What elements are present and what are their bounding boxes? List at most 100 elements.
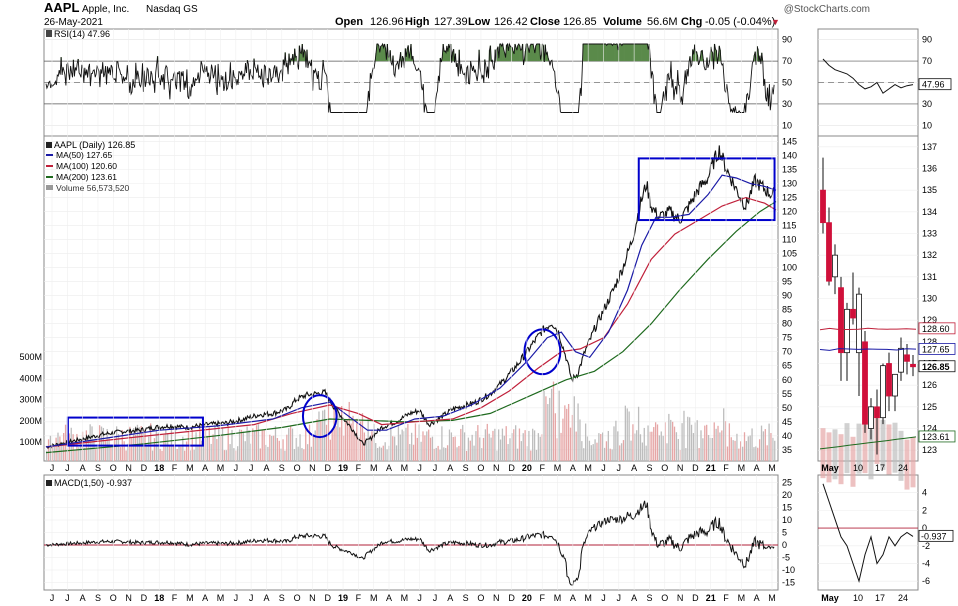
volume-bar xyxy=(95,449,97,461)
volume-bar xyxy=(212,434,214,461)
mini-candle-body xyxy=(862,341,868,425)
price-mini-tick-label: 123 xyxy=(922,445,937,455)
mini-volume-bar xyxy=(886,424,892,475)
volume-bar xyxy=(405,427,407,461)
rsi-tick-label: 10 xyxy=(782,120,792,130)
volume-bar xyxy=(645,445,647,461)
volume-tick-label: 300M xyxy=(19,395,42,405)
x-tick-label: A xyxy=(570,593,576,603)
x-tick-label: J xyxy=(617,593,622,603)
mini-volume-bar xyxy=(910,437,916,488)
x-tick-label: 19 xyxy=(338,593,348,603)
x-tick-label: F xyxy=(356,593,362,603)
volume-bar xyxy=(450,432,453,461)
price-tick-label: 120 xyxy=(782,207,797,217)
volume-bar xyxy=(286,434,288,461)
volume-bar xyxy=(445,447,447,461)
volume-bar xyxy=(269,434,271,461)
volume-bar xyxy=(254,430,256,461)
volume-bar xyxy=(284,450,286,461)
high-label: High xyxy=(405,16,430,28)
x-tick-label: A xyxy=(386,593,392,603)
volume-bar xyxy=(530,450,532,461)
volume-bar xyxy=(356,418,358,461)
volume-bar xyxy=(619,445,621,461)
price-tick-label: 145 xyxy=(782,137,797,147)
volume-bar xyxy=(600,434,602,461)
volume-bar xyxy=(770,432,772,461)
volume-bar xyxy=(639,434,642,461)
x-tick-label: D xyxy=(692,463,699,473)
ma50-line xyxy=(45,174,777,448)
volume-bar xyxy=(267,446,269,461)
macd-value-tag-text: -0.937 xyxy=(921,531,947,541)
mini-candle-body xyxy=(892,373,898,397)
mini-candle-body xyxy=(910,363,916,368)
x-tick-label: N xyxy=(493,463,500,473)
volume-bar xyxy=(115,426,118,461)
x-tick-label: A xyxy=(202,593,208,603)
volume-bar xyxy=(636,430,638,461)
volume-bar xyxy=(745,441,748,461)
volume-bar xyxy=(127,443,129,461)
x-tick-label: D xyxy=(692,593,699,603)
high-value: 127.39 xyxy=(434,16,468,28)
mini-candle-body xyxy=(838,287,844,354)
volume-bar xyxy=(547,404,549,461)
volume-bar xyxy=(741,446,744,461)
volume-bar xyxy=(305,428,307,461)
volume-bar xyxy=(218,424,220,461)
volume-bar xyxy=(346,419,348,461)
x-tick-label: F xyxy=(539,463,545,473)
volume-bar xyxy=(199,423,201,461)
x-tick-label: A xyxy=(263,593,269,603)
x-tick-label: S xyxy=(646,463,652,473)
mini-volume-bar xyxy=(880,419,886,470)
x-tick-label: O xyxy=(477,593,484,603)
macd-label: MACD(1,50) -0.937 xyxy=(54,478,132,488)
volume-bar xyxy=(76,433,78,461)
volume-bar xyxy=(53,446,55,461)
volume-bar xyxy=(475,431,477,461)
volume-bar xyxy=(159,448,161,461)
volume-bar xyxy=(114,439,116,461)
x-tick-label: J xyxy=(417,593,422,603)
mini-candle-body xyxy=(898,347,904,373)
volume-bar xyxy=(325,424,328,461)
x-tick-label: M xyxy=(370,463,378,473)
mini-value-tag-text: 128.60 xyxy=(922,324,950,334)
x-tick-label: O xyxy=(661,593,668,603)
mini-volume-bar xyxy=(898,430,904,481)
volume-bar xyxy=(524,430,526,461)
volume-bar xyxy=(545,396,547,461)
volume-bar xyxy=(649,431,651,461)
x-tick-label: A xyxy=(447,463,453,473)
volume-bar xyxy=(134,434,137,461)
price-mini-tick-label: 135 xyxy=(922,185,937,195)
volume-bar xyxy=(102,427,105,461)
volume-bar xyxy=(513,429,515,461)
volume-bar xyxy=(407,423,409,461)
volume-bar xyxy=(150,423,152,461)
x-tick-label: A xyxy=(754,593,760,603)
rsi-tick-label: 70 xyxy=(782,56,792,66)
volume-bar xyxy=(431,436,434,461)
volume-bar xyxy=(216,439,218,461)
volume-bar xyxy=(280,448,282,461)
volume-bar xyxy=(57,432,59,461)
volume-bar xyxy=(255,425,258,461)
volume-bar xyxy=(501,428,504,461)
macd-tick-label: 0 xyxy=(782,540,787,550)
volume-bar xyxy=(469,440,471,461)
volume-bar xyxy=(369,440,371,461)
volume-bar xyxy=(594,439,596,461)
volume-bar xyxy=(520,441,522,461)
volume-bar xyxy=(706,424,708,461)
rsi-mini-tick-label: 70 xyxy=(922,56,932,66)
volume-bar xyxy=(289,425,292,461)
x-tick-label: J xyxy=(234,463,239,473)
volume-bar xyxy=(658,435,661,461)
x-tick-label: M xyxy=(768,463,776,473)
